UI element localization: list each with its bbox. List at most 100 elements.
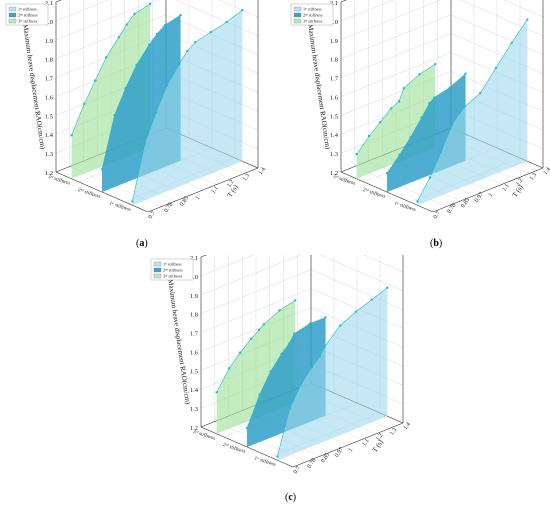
data-point bbox=[228, 367, 231, 370]
y-tick-label: 1.9 bbox=[45, 38, 53, 45]
data-point bbox=[165, 84, 169, 87]
data-point bbox=[368, 134, 371, 138]
series-line-1 bbox=[417, 19, 528, 202]
y-tick-label: 1.4 bbox=[330, 132, 339, 139]
y-tick-label: 1.7 bbox=[190, 331, 199, 338]
data-point bbox=[339, 324, 342, 327]
data-point bbox=[269, 370, 272, 373]
data-point bbox=[83, 102, 86, 106]
data-point bbox=[135, 63, 138, 67]
data-point bbox=[278, 309, 281, 312]
legend-label: 3ʳᵈ stiffness bbox=[18, 19, 38, 24]
axis-edge bbox=[292, 422, 404, 468]
data-point bbox=[409, 136, 412, 139]
y-tick-label: 1.3 bbox=[190, 406, 198, 413]
data-point bbox=[294, 299, 297, 302]
grid-line-y bbox=[340, 0, 347, 3]
panel-label-a: (a) bbox=[136, 238, 148, 249]
data-point bbox=[215, 391, 218, 394]
data-point bbox=[308, 322, 312, 325]
data-point bbox=[100, 168, 104, 171]
data-point bbox=[262, 323, 265, 326]
y-tick-label: 1.3 bbox=[45, 151, 53, 158]
data-point bbox=[463, 105, 466, 109]
data-point bbox=[131, 200, 134, 203]
category-tick-label: 1ˢᵗ stiffness bbox=[393, 201, 416, 213]
data-point bbox=[155, 32, 159, 36]
series-line-2 bbox=[101, 14, 181, 170]
x-tick-label: 1.3 bbox=[529, 172, 538, 182]
grid-line-y bbox=[200, 255, 404, 277]
chart-b: 1.2 1.3 1.4 1.5 1.6 1.7 1.8 1.9 2.0 2.1 Maximum he… bbox=[290, 0, 550, 221]
data-point bbox=[113, 113, 116, 117]
grid-line-y bbox=[55, 0, 259, 22]
data-point bbox=[379, 120, 382, 124]
x-tick-label: 1.1 bbox=[501, 183, 510, 193]
series-ribbon-1 bbox=[132, 10, 243, 206]
data-point bbox=[186, 49, 189, 53]
data-point bbox=[310, 365, 314, 369]
data-point bbox=[318, 355, 321, 358]
x-tick-label: 0.85 bbox=[460, 197, 471, 209]
data-point bbox=[163, 23, 167, 27]
data-point bbox=[258, 393, 261, 396]
series-line-3 bbox=[356, 64, 436, 155]
x-tick-label: 1 bbox=[195, 195, 202, 201]
x-tick-label: 0.78 bbox=[306, 458, 317, 470]
legend-swatch bbox=[293, 6, 302, 12]
legend-swatch bbox=[8, 12, 17, 18]
y-tick-label: 1.5 bbox=[330, 113, 338, 120]
legend-swatch bbox=[153, 273, 162, 279]
data-point bbox=[225, 20, 228, 24]
series-ribbon-1 bbox=[277, 287, 388, 461]
x-tick-label: 1.4 bbox=[543, 167, 550, 177]
category-tick-label: 2ⁿᵈ stiffness bbox=[77, 187, 101, 200]
y-tick-label: 2.0 bbox=[45, 19, 53, 26]
data-point bbox=[355, 153, 358, 156]
data-point bbox=[147, 43, 151, 46]
data-point bbox=[323, 345, 326, 349]
data-point bbox=[428, 176, 432, 179]
data-point bbox=[418, 73, 421, 76]
series-line-3 bbox=[71, 3, 151, 136]
series-line-1 bbox=[277, 287, 388, 457]
legend-label: 1ˢᵗ stiffness bbox=[163, 262, 182, 267]
data-point bbox=[149, 2, 152, 6]
data-point bbox=[241, 8, 244, 12]
legend-swatch bbox=[153, 267, 162, 273]
data-point bbox=[179, 13, 182, 17]
data-point bbox=[117, 35, 120, 39]
data-point bbox=[450, 124, 454, 127]
data-point bbox=[143, 142, 147, 145]
y-tick-label: 1.2 bbox=[190, 425, 198, 432]
x-tick-label: 0.7 bbox=[433, 211, 442, 221]
data-point bbox=[257, 328, 261, 332]
axis-edge bbox=[147, 167, 259, 213]
grid-line-y bbox=[200, 255, 404, 296]
data-point bbox=[125, 23, 128, 26]
data-point bbox=[428, 102, 431, 105]
data-point bbox=[299, 383, 303, 386]
data-point bbox=[385, 171, 389, 175]
data-point bbox=[94, 79, 97, 82]
y-tick-label: 1.6 bbox=[190, 349, 199, 356]
legend-label: 2ⁿᵈ stiffness bbox=[303, 13, 323, 18]
category-tick-label: 3ʳᵈ stiffness bbox=[332, 174, 356, 187]
y-tick-label: 1.2 bbox=[330, 170, 338, 177]
y-tick-label: 1.8 bbox=[45, 57, 53, 64]
y-tick-label: 1.3 bbox=[330, 151, 338, 158]
y-tick-label: 1.9 bbox=[190, 293, 198, 300]
data-point bbox=[288, 406, 292, 410]
legend-swatch bbox=[293, 18, 302, 24]
legend-box bbox=[5, 3, 49, 26]
axis-edge bbox=[432, 167, 544, 213]
y-tick-label: 2.1 bbox=[45, 0, 53, 7]
data-point bbox=[432, 96, 436, 99]
x-tick-label: 0.85 bbox=[179, 196, 190, 208]
y-tick-label: 1.2 bbox=[45, 170, 53, 177]
data-point bbox=[416, 200, 419, 203]
data-point bbox=[154, 111, 158, 114]
grid-line-y bbox=[55, 0, 62, 3]
